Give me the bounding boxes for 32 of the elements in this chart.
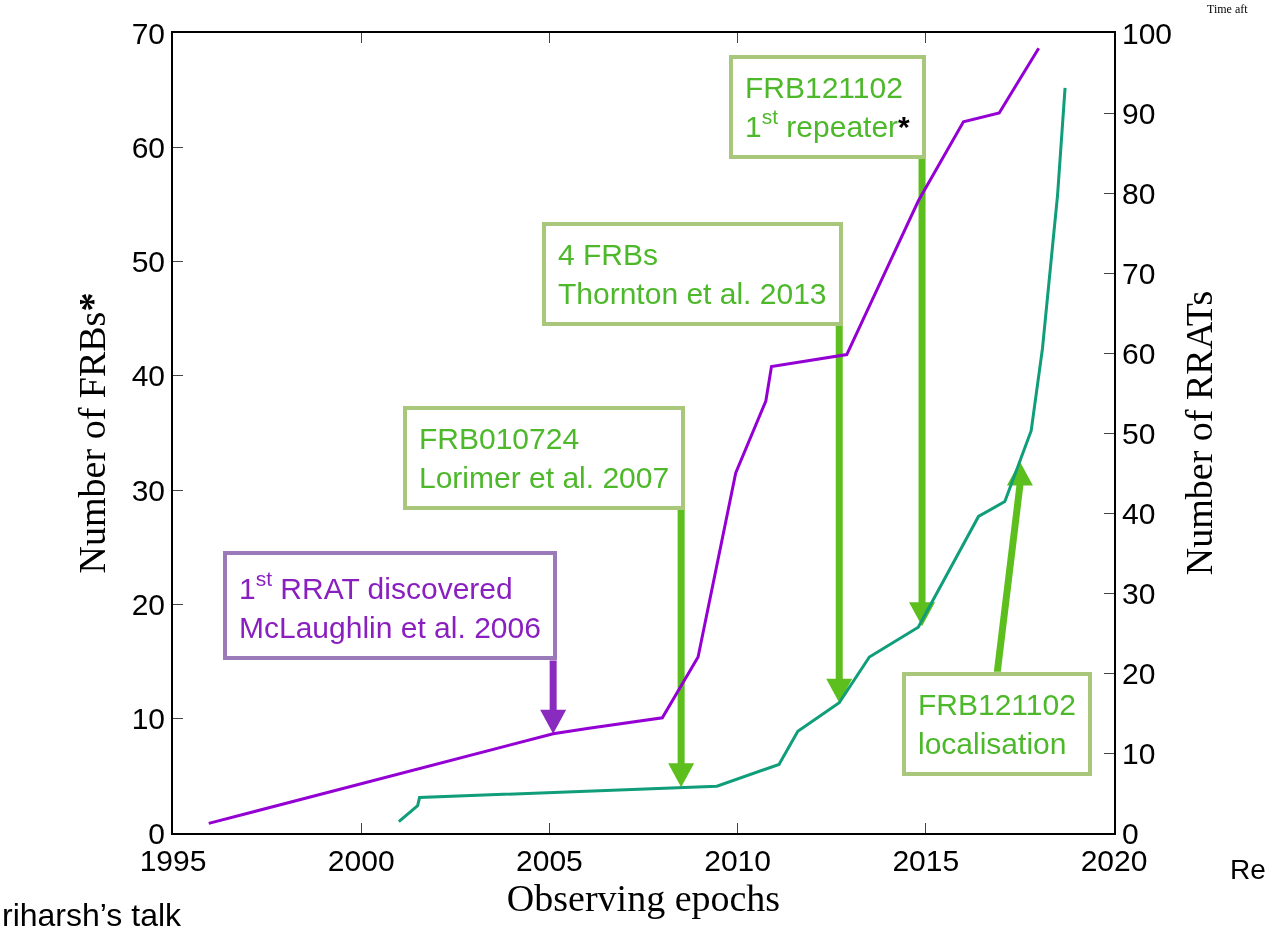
annotation: FRB121102 localisation: [918, 688, 1076, 760]
y-tick-label: 50: [131, 245, 165, 279]
text: riharsh’s talk: [2, 897, 183, 933]
y-tick-label: 10: [131, 702, 165, 736]
y2-tick-label: 70: [1122, 256, 1156, 290]
y-tick-label: 70: [131, 16, 165, 50]
y2-tick-label: 40: [1122, 496, 1156, 530]
y-tick-label: 20: [131, 587, 165, 621]
annotation: FRB121102 1$^{st}$ repeater*: [745, 71, 911, 143]
y-axis-title: Number of FRBs*: [71, 292, 114, 574]
y-tick-label: 30: [131, 473, 165, 507]
y-tick-label: 40: [131, 359, 165, 393]
y2-tick-label: 50: [1122, 416, 1156, 450]
y2-tick-label: 90: [1122, 96, 1156, 130]
x-tick-label: 2015: [892, 844, 960, 877]
x-tick-label: 2010: [704, 844, 771, 877]
y2-axis-title: Number of RRATs: [1177, 290, 1220, 576]
y2-tick-label: 100: [1122, 16, 1173, 50]
x-tick-label: 2005: [516, 844, 583, 877]
text: Re: [1230, 854, 1266, 885]
annotation: 4 FRBs Thornton et al. 2013: [558, 238, 827, 310]
annotation: FRB010724 Lorimer et al. 2007: [419, 422, 670, 494]
annotation: 1$^{st}$ RRAT discovered McLaughlin et al. 2006: [239, 567, 541, 644]
y2-tick-label: 10: [1122, 736, 1156, 770]
y-tick-label: 60: [131, 130, 165, 164]
x-tick-label: 2000: [327, 844, 395, 877]
x-axis-title: Observing epochs: [506, 877, 781, 919]
y2-tick-label: 80: [1122, 176, 1156, 210]
y2-tick-label: 20: [1122, 656, 1156, 690]
y2-tick-label: 60: [1122, 336, 1156, 370]
text: Time aft: [1207, 2, 1249, 16]
y2-tick-label: 30: [1122, 576, 1156, 610]
